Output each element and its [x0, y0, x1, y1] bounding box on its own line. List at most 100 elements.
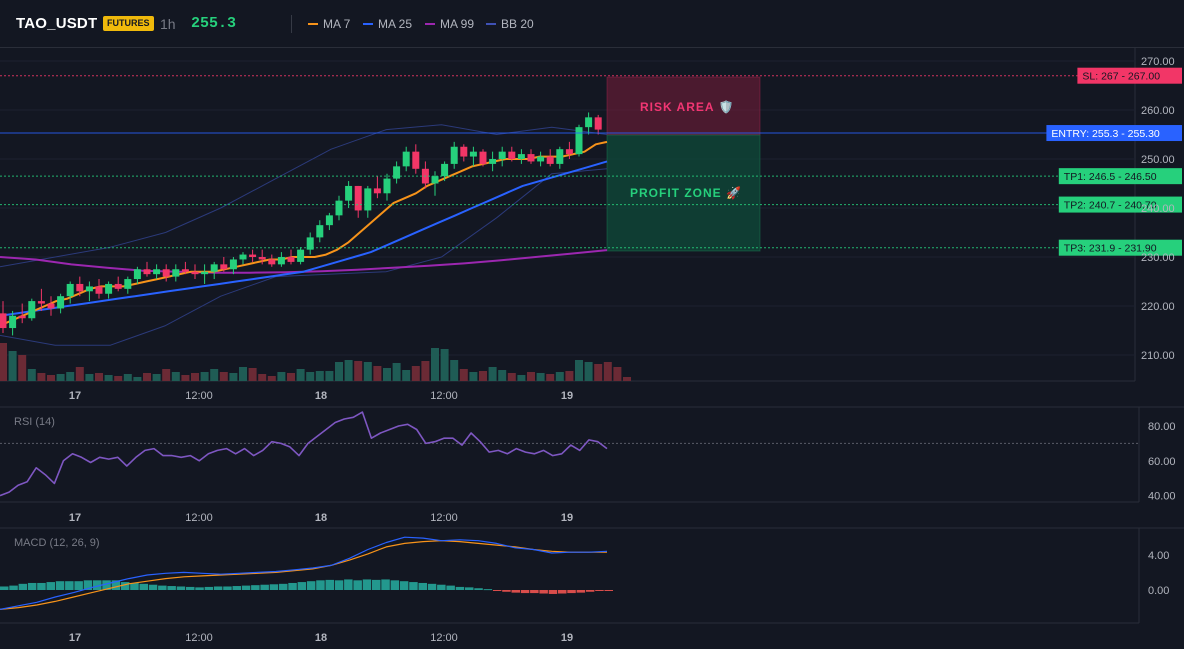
volume-bar: [37, 373, 46, 381]
volume-bar: [27, 369, 36, 381]
macd-histogram-bar: [297, 582, 307, 590]
macd-line: [0, 536, 608, 610]
price-tick-label: 260.00: [1141, 105, 1175, 117]
macd-histogram-bar: [204, 586, 214, 590]
price-tick-label: 240.00: [1141, 203, 1175, 215]
volume-bar: [383, 368, 391, 381]
macd-histogram-bar: [604, 590, 613, 591]
macd-histogram-bar: [176, 586, 186, 590]
macd-histogram-bar: [511, 590, 520, 593]
symbol-name[interactable]: TAO_USDT: [16, 15, 98, 32]
legend-swatch: [486, 23, 496, 25]
legend-ma99[interactable]: MA 99: [425, 17, 474, 31]
macd-histogram-bar: [427, 583, 437, 590]
macd-histogram-bar: [148, 584, 158, 590]
macd-histogram-bar: [390, 580, 400, 590]
macd-histogram-bar: [595, 590, 604, 591]
sl-level-tag-text: SL: 267 - 267.00: [1082, 71, 1160, 83]
macd-histogram-bar: [446, 585, 455, 590]
timeframe-selector[interactable]: 1h: [160, 16, 176, 32]
volume-bars: [0, 60, 1135, 381]
time-tick-label: 12:00: [430, 512, 458, 524]
volume-bar: [498, 370, 507, 381]
volume-bar: [363, 362, 372, 381]
macd-histogram-bar: [74, 581, 83, 590]
macd-histogram-bar: [120, 582, 130, 590]
volume-bar: [421, 361, 430, 381]
macd-histogram-bar: [437, 584, 446, 590]
macd-histogram-bar: [353, 580, 362, 590]
candle-body: [66, 283, 74, 297]
volume-bar: [181, 375, 190, 381]
macd-histogram-bar: [167, 586, 176, 590]
macd-histogram-bar: [492, 590, 502, 591]
legend-swatch: [308, 23, 318, 25]
entry-level-tag-bg: [1046, 125, 1182, 142]
time-tick-label: 19: [561, 512, 573, 524]
volume-bar: [594, 364, 603, 381]
time-tick-label: 18: [315, 390, 327, 402]
volume-bar: [479, 371, 487, 381]
volume-bar: [133, 377, 142, 381]
volume-bar: [613, 367, 622, 381]
volume-bar: [114, 376, 123, 381]
candle-body: [37, 301, 45, 304]
time-tick-label: 12:00: [430, 632, 458, 644]
macd-histogram-bar: [269, 584, 279, 590]
rsi-tick-label: 40.00: [1148, 491, 1176, 503]
candle-body: [393, 166, 401, 179]
macd-histogram-bar: [399, 581, 409, 590]
volume-bar: [200, 372, 209, 381]
position-zones: RISK AREA 🛡️ PROFIT ZONE 🚀: [606, 76, 761, 252]
macd-histogram-bar: [502, 590, 511, 592]
macd-histogram-bar: [223, 586, 232, 590]
legend-bb20[interactable]: BB 20: [486, 17, 534, 31]
trading-chart[interactable]: RISK AREA 🛡️ PROFIT ZONE 🚀 SL: 267 - 267…: [0, 48, 1184, 649]
candle-body: [105, 283, 113, 294]
volume-bar: [354, 361, 363, 381]
candle-body: [565, 149, 573, 155]
candle-body: [517, 154, 525, 159]
volume-bar: [296, 369, 305, 381]
tp2-level-tag: TP2: 240.7 - 240.70: [1058, 196, 1182, 213]
candle-body: [287, 257, 295, 262]
legend-swatch: [425, 23, 435, 25]
candle-body: [114, 283, 122, 289]
candle-body: [201, 271, 209, 275]
macd-histogram-bar: [325, 579, 334, 590]
candle-body: [133, 269, 141, 280]
macd-histogram-bar: [130, 582, 139, 590]
candle-body: [162, 269, 170, 277]
macd-histogram-bar: [37, 582, 46, 590]
volume-bar: [392, 363, 401, 381]
macd-histogram-bar: [520, 590, 530, 594]
volume-bar: [431, 348, 439, 381]
volume-bar: [162, 369, 171, 381]
ma7-line: [0, 140, 608, 327]
candle-body: [469, 151, 477, 157]
time-tick-label: 19: [561, 632, 573, 644]
time-tick-label: 12:00: [185, 390, 213, 402]
legend-label: BB 20: [501, 17, 534, 31]
legend-ma25[interactable]: MA 25: [363, 17, 412, 31]
volume-bar: [411, 366, 420, 381]
profit-zone: [606, 134, 761, 252]
legend-ma7[interactable]: MA 7: [308, 17, 350, 31]
price-tick-label: 230.00: [1141, 252, 1175, 264]
volume-bar: [95, 373, 103, 381]
candle-body: [316, 225, 324, 238]
price-tick-label: 250.00: [1141, 154, 1175, 166]
tp3-level-tag-bg: [1058, 239, 1182, 256]
volume-bar: [344, 360, 353, 381]
volume-bar: [104, 375, 113, 381]
volume-bar: [402, 370, 411, 381]
candle-body: [143, 269, 151, 275]
tp2-level-tag-text: TP2: 240.7 - 240.70: [1064, 200, 1157, 212]
volume-bar: [56, 374, 65, 381]
candle-body: [575, 127, 583, 155]
volume-bar: [248, 368, 257, 381]
candle-body: [345, 185, 353, 201]
macd-histogram-bar: [483, 589, 493, 591]
candle-body: [412, 151, 420, 169]
volume-bar: [488, 367, 497, 381]
